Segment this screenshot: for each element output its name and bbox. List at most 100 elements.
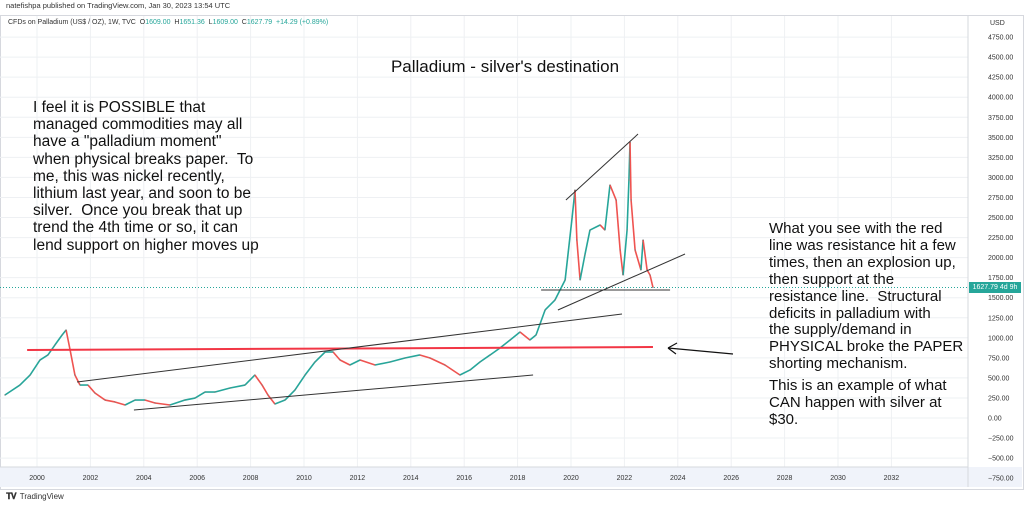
price-point — [87, 384, 89, 386]
price-segment — [630, 199, 636, 251]
price-segment — [144, 399, 156, 404]
price-segment — [359, 359, 376, 366]
chart-frame — [0, 15, 1024, 490]
x-tick-label: 2014 — [403, 475, 419, 482]
price-point — [389, 361, 391, 363]
price-point — [609, 184, 611, 186]
y-tick-label: 2750.00 — [988, 195, 1013, 202]
upper-channel-line — [76, 313, 623, 383]
price-point — [114, 401, 116, 403]
y-tick-label: 3750.00 — [988, 115, 1013, 122]
price-point — [47, 354, 49, 356]
change-value: +14.29 (+0.89%) — [276, 19, 329, 26]
price-point — [324, 351, 326, 353]
price-segment — [544, 299, 556, 311]
footer-brand: 𝐓𝐕 TradingView — [6, 491, 64, 502]
price-point — [261, 384, 263, 386]
price-segment — [615, 199, 621, 251]
price-segment — [429, 357, 446, 366]
close-value: 1627.79 — [246, 19, 273, 26]
y-tick-label: 0.00 — [988, 416, 1002, 423]
price-point — [444, 364, 446, 366]
price-point — [74, 374, 76, 376]
price-segment — [154, 402, 171, 406]
price-segment — [214, 387, 231, 393]
symbol-legend: CFDs on Palladium (US$ / OZ), 1W, TVC O1… — [8, 19, 328, 26]
price-segment — [622, 229, 628, 276]
price-point — [19, 384, 21, 386]
price-segment — [619, 249, 624, 276]
price-point — [169, 404, 171, 406]
y-tick-label: 1750.00 — [988, 275, 1013, 282]
price-point — [134, 399, 136, 401]
price-point — [509, 339, 511, 341]
price-point — [229, 387, 231, 389]
price-segment — [649, 274, 654, 288]
price-segment — [261, 384, 269, 396]
price-segment — [564, 217, 573, 281]
price-segment — [54, 334, 63, 346]
price-point — [214, 391, 216, 393]
price-segment — [629, 141, 632, 201]
y-tick-label: 250.00 — [988, 395, 1010, 402]
price-point — [622, 274, 624, 276]
current-price-label: 1627.79 4d 9h — [969, 282, 1021, 293]
x-tick-label: 2022 — [617, 475, 633, 482]
price-segment — [194, 391, 206, 399]
price-point — [574, 189, 576, 191]
y-tick-label: −750.00 — [988, 476, 1014, 483]
price-point — [204, 391, 206, 393]
price-point — [94, 392, 96, 394]
y-tick-label: 4750.00 — [988, 35, 1013, 42]
y-tick-label: 750.00 — [988, 355, 1010, 362]
price-segment — [349, 359, 361, 366]
price-point — [304, 374, 306, 376]
price-point — [459, 374, 461, 376]
price-point — [79, 384, 81, 386]
top-trend-line — [565, 133, 639, 201]
price-chart[interactable]: USD 4750.00 4500.00 4250.00 4000.00 3750.00 35… — [0, 16, 1024, 488]
price-point — [544, 309, 546, 311]
price-segment — [124, 399, 136, 406]
price-point — [244, 384, 246, 386]
price-segment — [374, 361, 391, 366]
price-segment — [589, 224, 601, 231]
price-segment — [459, 369, 471, 376]
price-point — [479, 361, 481, 363]
x-tick-label: 2026 — [723, 475, 739, 482]
y-tick-label: 2250.00 — [988, 235, 1013, 242]
price-segment — [114, 401, 126, 406]
price-point — [267, 394, 269, 396]
price-segment — [19, 374, 31, 386]
price-point — [332, 351, 334, 353]
y-tick-label: 1250.00 — [988, 315, 1013, 322]
price-segment — [479, 354, 491, 363]
price-point — [564, 279, 566, 281]
price-point — [529, 339, 531, 341]
price-point — [652, 286, 654, 289]
y-tick-label: 4500.00 — [988, 55, 1013, 62]
price-segment — [389, 357, 406, 363]
y-tick-label: 3000.00 — [988, 175, 1013, 182]
price-segment — [499, 339, 511, 349]
y-tick-label: 3250.00 — [988, 155, 1013, 162]
high-label: H — [174, 19, 180, 26]
price-axis-currency: USD — [990, 20, 1005, 27]
price-point — [54, 344, 56, 346]
price-point — [194, 397, 196, 399]
price-point — [404, 357, 406, 359]
price-point — [349, 364, 351, 366]
price-point — [519, 331, 521, 333]
price-point — [619, 249, 621, 251]
price-point — [124, 404, 126, 406]
price-segment — [609, 184, 617, 201]
x-tick-label: 2016 — [456, 475, 472, 482]
lower-channel-line — [133, 374, 534, 411]
price-point — [634, 249, 636, 251]
y-tick-label: 4250.00 — [988, 75, 1013, 82]
price-point — [294, 389, 296, 391]
x-tick-label: 2008 — [243, 475, 259, 482]
y-tick-label: 2500.00 — [988, 215, 1013, 222]
price-point — [489, 354, 491, 356]
arrow-line — [667, 347, 734, 355]
